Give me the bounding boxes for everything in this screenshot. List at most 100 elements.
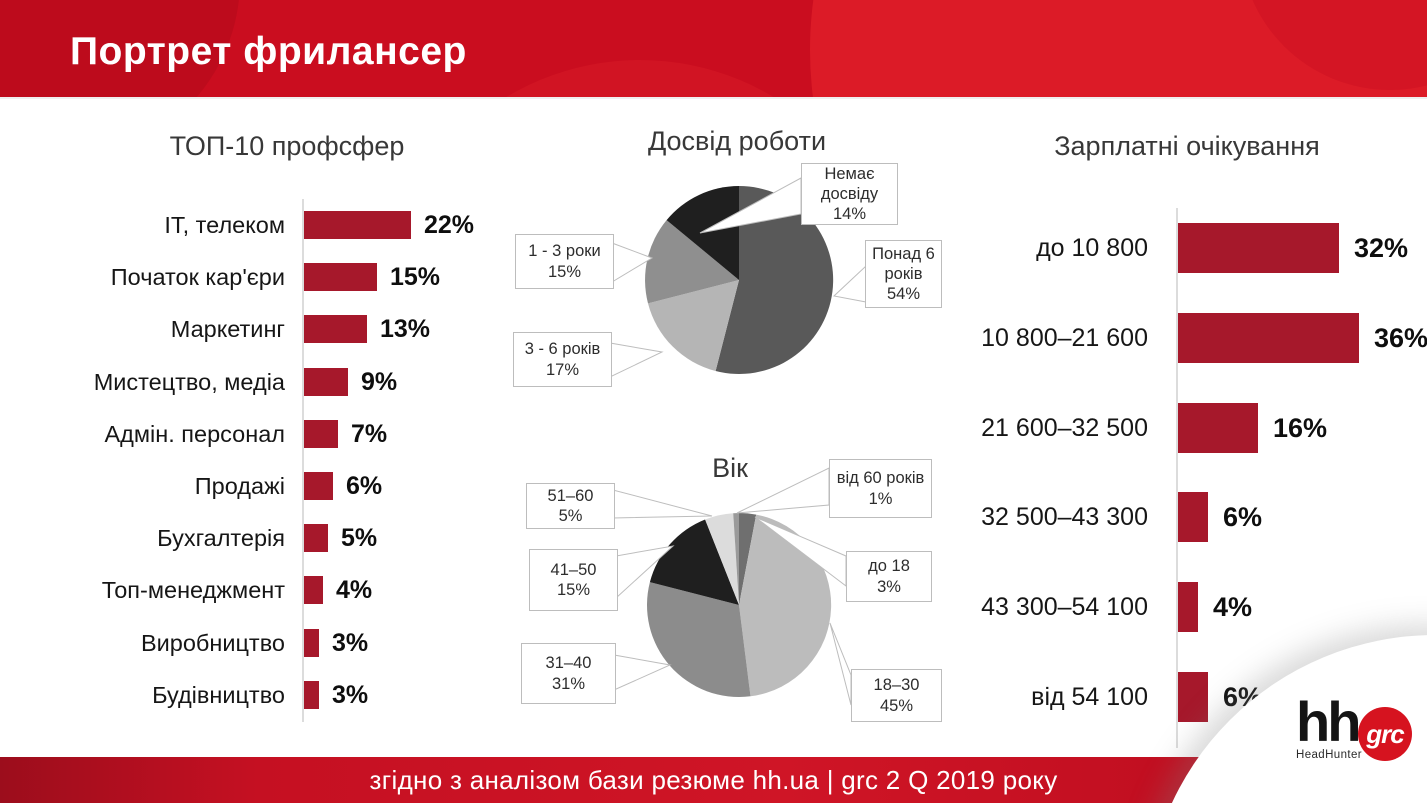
pie-callout-line: 31–40: [545, 654, 592, 673]
pie-slice: [666, 186, 739, 280]
bar: [304, 628, 319, 657]
pie-slice: [715, 185, 834, 374]
callout-leader: [609, 342, 664, 378]
pie-callout-line: 14%: [832, 205, 867, 224]
bar-value: 4%: [336, 576, 373, 605]
pie-slice: [648, 280, 739, 371]
pie-callout: 3 - 6 років 17%: [513, 332, 612, 387]
bar-label: Адмін. персонал: [104, 420, 285, 447]
pie-callout-line: 5%: [558, 507, 583, 525]
pie-slice: [739, 512, 757, 605]
pie-callout-line: 41–50: [550, 560, 597, 579]
grc-logo-text: grc: [1366, 718, 1404, 749]
bar: [304, 472, 333, 500]
bar-label: Початок кар'єри: [110, 264, 285, 291]
bar-value: 15%: [390, 263, 441, 292]
bar: [304, 524, 328, 553]
bar-value: 9%: [361, 367, 398, 396]
pie-callout-line: 15%: [547, 262, 582, 281]
bar-label: Мистецтво, медіа: [93, 368, 285, 395]
pie-callout-line: 54%: [886, 285, 921, 304]
pie-callout-line: Понад 6: [872, 244, 935, 263]
bar-label: Бухгалтерія: [157, 525, 285, 552]
bar: [304, 367, 348, 396]
callout-leader: [832, 264, 867, 303]
pie-callout: Понад 6 років 54%: [865, 240, 942, 308]
bar-chart-axis: [1176, 208, 1178, 748]
bar-label: від 54 100: [1031, 683, 1148, 711]
banner-circle-decoration: [0, 0, 240, 97]
age-pie-title: Вік: [712, 453, 748, 483]
bar-label: ІТ, телеком: [164, 212, 285, 238]
bar: [304, 211, 411, 239]
pie-slice: [733, 513, 739, 605]
pie-callout: 1 - 3 роки 15%: [515, 234, 614, 289]
bar: [304, 315, 367, 344]
bar: [304, 419, 338, 448]
bar-label: Виробництво: [140, 629, 285, 656]
pie-callout-line: 3 - 6 років: [524, 340, 601, 359]
bar-label: до 10 800: [1036, 234, 1148, 262]
bar-label: Продажі: [194, 473, 285, 499]
professions-chart-title: ТОП-10 профсфер: [169, 131, 405, 161]
bar: [1178, 672, 1208, 722]
pie-callout: 41–50 15%: [529, 549, 618, 611]
pie-callout-line: 45%: [879, 696, 914, 715]
callout-leader: [829, 622, 852, 706]
pie-callout-line: 17%: [545, 360, 580, 379]
bar: [1178, 223, 1339, 273]
bar: [1178, 312, 1359, 363]
pie-callout-line: 31%: [551, 674, 586, 693]
pie-callout-line: Немає: [824, 164, 875, 183]
pie-callout: до 18 3%: [846, 551, 932, 602]
pie-callout-line: 1%: [868, 489, 893, 508]
bar-value: 7%: [351, 419, 388, 448]
bar: [1178, 582, 1198, 633]
source-note: згідно з аналізом бази резюме hh.ua | gr…: [369, 764, 1058, 795]
pie-callout-line: років: [884, 264, 923, 283]
headhunter-logo-text: HeadHunter: [1296, 749, 1363, 761]
bar-value: 4%: [1213, 592, 1253, 623]
grc-logo-circle: grc: [1358, 707, 1412, 761]
bar-value: 16%: [1273, 412, 1328, 443]
bar-label: 21 600–32 500: [981, 413, 1148, 442]
pie-slice: [649, 519, 739, 605]
bar-value: 22%: [424, 211, 475, 239]
hh-grc-logo: hh HeadHunter grc: [1296, 694, 1426, 761]
pie-callout-line: досвіду: [820, 184, 879, 203]
pie-callout-line: 51–60: [547, 486, 594, 505]
page-title: Портрет фрилансер: [70, 30, 467, 73]
pie-callout: від 60 років 1%: [829, 459, 932, 518]
pie-slice: [705, 513, 739, 605]
bar-label: 32 500–43 300: [981, 503, 1148, 532]
pie-slice: [739, 514, 832, 697]
bar-chart-axis: [302, 199, 304, 722]
callout-leader: [736, 467, 830, 514]
bar-value: 13%: [380, 315, 431, 344]
bar: [304, 576, 323, 605]
pie-callout: Немає досвіду 14%: [801, 163, 898, 225]
bar-value: 36%: [1374, 322, 1427, 353]
bar: [1178, 402, 1258, 453]
pie-callout: 18–30 45%: [851, 669, 942, 722]
bar-label: 10 800–21 600: [981, 323, 1148, 352]
pie-slice: [645, 220, 739, 304]
bar-label: Будівництво: [152, 681, 285, 708]
bar-label: Топ-менеджмент: [101, 577, 285, 604]
callout-leader: [613, 654, 672, 691]
bar-label: Маркетинг: [170, 316, 285, 343]
bar-value: 3%: [332, 628, 369, 657]
pie-callout-line: 3%: [877, 577, 901, 596]
pie-callout-line: від 60 років: [836, 469, 925, 488]
bar-value: 3%: [332, 680, 369, 709]
bar-label: 43 300–54 100: [981, 593, 1148, 622]
bar-value: 32%: [1354, 233, 1409, 263]
bar: [1178, 492, 1208, 543]
bar: [304, 680, 319, 709]
bar-value: 5%: [341, 524, 378, 553]
